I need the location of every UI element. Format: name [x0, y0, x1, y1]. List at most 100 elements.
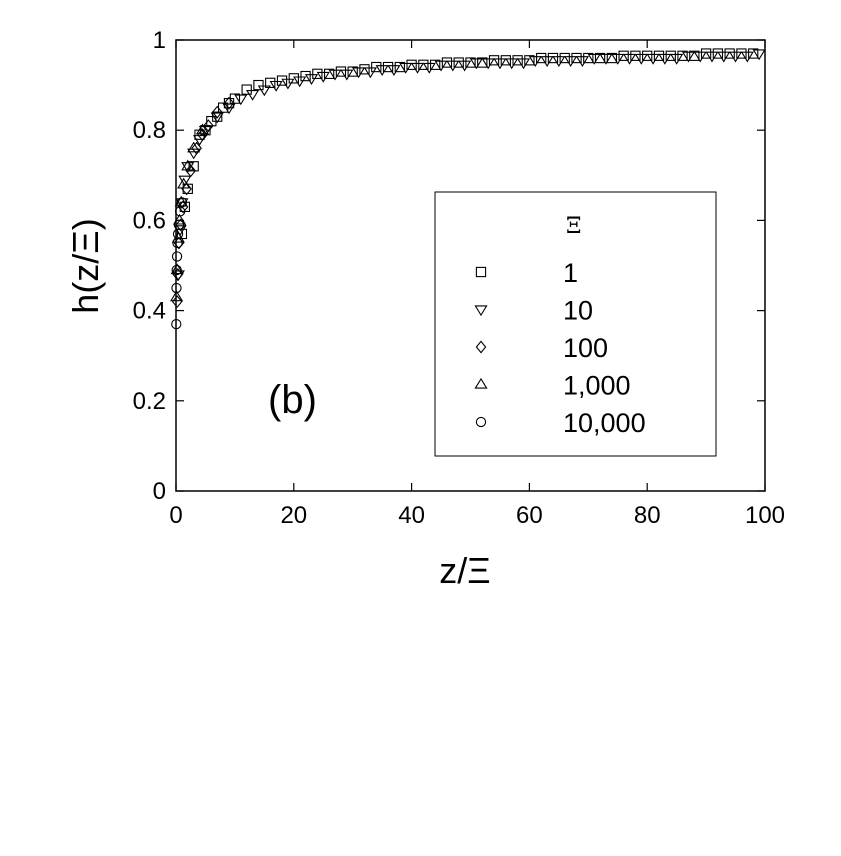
data-point-triangle-down	[528, 56, 542, 67]
data-point-square	[606, 52, 618, 64]
y-tick-label: 0.2	[133, 388, 166, 415]
legend: Ξ 1 10 100 1,000 10,000	[434, 191, 717, 457]
data-point-triangle-down	[269, 80, 283, 92]
data-point-square	[583, 52, 594, 64]
data-point-triangle-down	[340, 69, 354, 81]
data-point-triangle-up	[170, 290, 184, 302]
data-point-triangle-down	[469, 58, 483, 70]
data-point-triangle-down	[516, 58, 531, 70]
data-point-triangle-down	[316, 71, 330, 83]
data-point-triangle-up	[172, 213, 187, 225]
data-point-triangle-down	[646, 53, 660, 65]
data-point-triangle-down	[670, 53, 684, 65]
data-point-triangle-down	[181, 162, 195, 173]
data-point-square	[477, 57, 488, 68]
data-point-triangle-down	[552, 56, 566, 67]
data-point-square	[323, 68, 335, 79]
data-point-triangle-down	[611, 53, 625, 65]
data-point-diamond	[185, 164, 197, 178]
data-point-triangle-down	[293, 76, 307, 88]
data-point-diamond	[211, 105, 223, 119]
y-tick-label: 0.4	[133, 298, 166, 325]
data-point-triangle-down	[410, 62, 425, 74]
legend-item: 1	[475, 258, 578, 288]
data-point-diamond	[191, 141, 202, 155]
data-point-square	[300, 70, 311, 82]
data-point-square	[500, 55, 511, 66]
data-point-square	[430, 59, 441, 70]
data-point-circle	[171, 282, 182, 294]
data-point-triangle-down	[458, 60, 472, 72]
data-point-square	[265, 77, 276, 88]
y-axis-label: h(z/Ξ)	[65, 218, 106, 313]
data-point-square	[571, 52, 582, 64]
data-point-triangle-down	[634, 53, 648, 65]
data-point-square	[700, 48, 712, 59]
data-point-square	[642, 50, 653, 61]
data-point-triangle-down	[352, 67, 366, 79]
axis-ticks	[175, 39, 766, 492]
data-point-triangle-down	[375, 65, 389, 76]
data-point-square	[594, 52, 606, 64]
data-point-square	[418, 59, 429, 70]
data-point-triangle-down	[363, 67, 377, 79]
x-tick-label: 60	[516, 502, 543, 529]
legend-title: Ξ	[566, 214, 581, 239]
data-point-square	[394, 61, 405, 73]
data-point-triangle-up	[177, 177, 191, 189]
legend-marker-triangle-up	[474, 377, 488, 389]
legend-marker-circle	[475, 416, 487, 428]
data-point-square	[677, 50, 688, 61]
data-point-square	[453, 57, 464, 68]
data-point-square	[712, 48, 724, 59]
data-point-circle	[176, 197, 188, 208]
data-point-square	[441, 57, 453, 68]
data-point-triangle-down	[599, 53, 613, 65]
legend-item: 1,000	[474, 371, 631, 401]
data-point-triangle-down	[399, 62, 413, 74]
legend-item: 10	[474, 296, 593, 326]
data-point-triangle-down	[210, 112, 224, 124]
data-point-triangle-down	[728, 51, 743, 63]
legend-marker-triangle-down	[474, 305, 488, 317]
data-point-triangle-down	[222, 103, 236, 115]
x-tick-label: 100	[745, 502, 785, 529]
data-points	[170, 48, 766, 330]
series-4	[171, 197, 188, 330]
data-point-triangle-down	[622, 53, 637, 65]
data-point-triangle-up	[181, 159, 195, 171]
data-point-square	[559, 52, 570, 64]
data-point-square	[512, 55, 523, 66]
data-point-square	[335, 66, 347, 77]
data-point-triangle-down	[446, 60, 460, 72]
data-point-circle	[173, 219, 185, 231]
data-point-square	[371, 61, 382, 73]
data-point-triangle-down	[422, 62, 436, 74]
legend-marker-square	[475, 266, 487, 278]
data-point-triangle-down	[387, 65, 401, 76]
data-point-triangle-down	[505, 58, 519, 70]
legend-items: 1 10 100 1,000 10,000	[474, 258, 646, 438]
data-point-square	[241, 84, 252, 95]
data-point-triangle-down	[752, 49, 766, 61]
y-tick-label: 0	[153, 478, 166, 505]
y-tick-label: 0.6	[133, 207, 166, 234]
data-point-triangle-down	[328, 69, 342, 81]
data-point-triangle-down	[693, 51, 707, 63]
data-point-triangle-down	[717, 51, 731, 63]
x-tick-label: 0	[169, 502, 182, 529]
data-point-square	[630, 50, 641, 61]
series-1	[171, 49, 766, 282]
data-point-triangle-down	[434, 60, 448, 72]
panel-label: (b)	[268, 378, 317, 422]
legend-label: 1,000	[563, 371, 631, 401]
data-point-triangle-up	[170, 263, 184, 275]
data-point-triangle-down	[304, 74, 319, 85]
data-point-triangle-down	[281, 78, 295, 90]
legend-label: 100	[563, 333, 608, 363]
data-point-diamond	[203, 119, 214, 133]
data-point-triangle-down	[257, 85, 271, 97]
data-point-triangle-up	[174, 195, 188, 207]
series-2	[171, 96, 235, 309]
data-point-square	[653, 50, 665, 61]
